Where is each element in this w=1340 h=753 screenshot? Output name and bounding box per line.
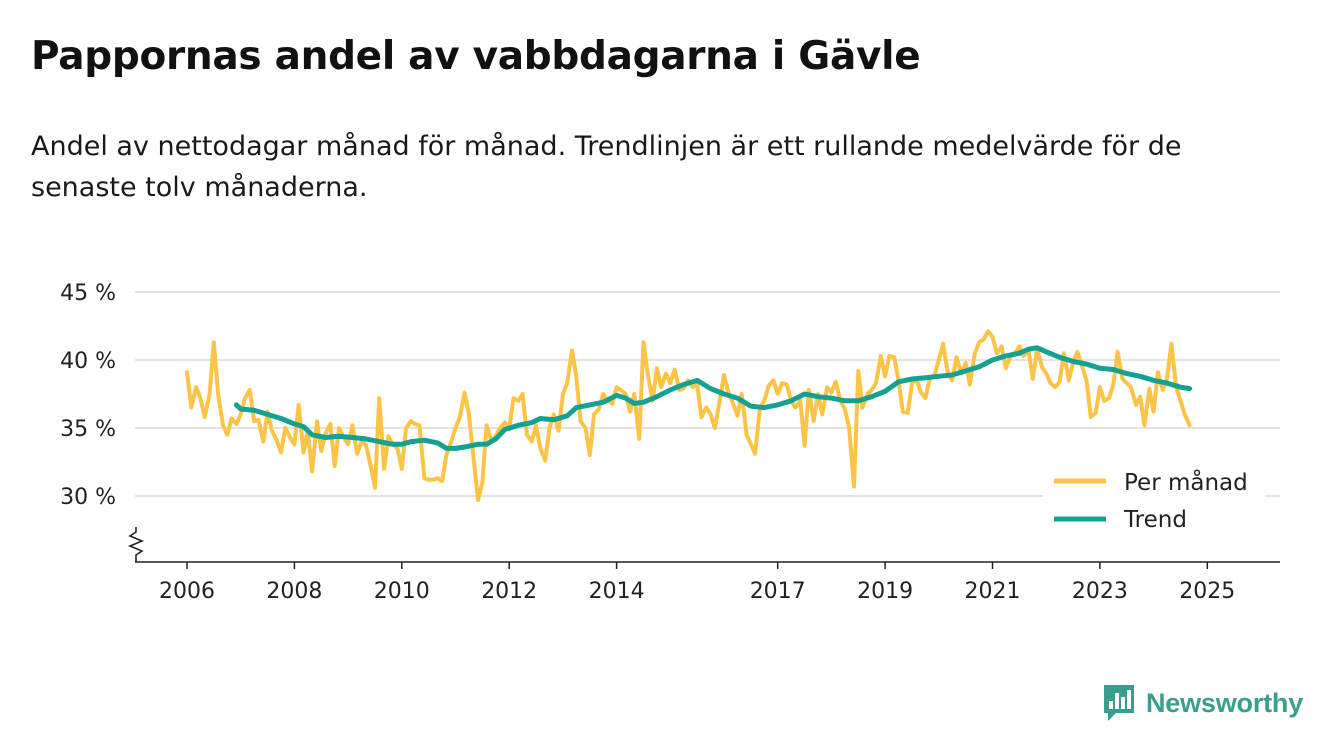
axis-break-icon bbox=[127, 527, 145, 562]
brand-logo[interactable]: Newsworthy bbox=[1102, 683, 1303, 723]
legend-background bbox=[1043, 464, 1265, 538]
chart-title: Pappornas andel av vabbdagarna i Gävle bbox=[31, 34, 921, 79]
x-tick-label-2012: 2012 bbox=[481, 579, 537, 604]
y-tick-label-35: 35 % bbox=[60, 417, 116, 442]
chart-subtitle: Andel av nettodagar månad för månad. Tre… bbox=[31, 131, 1182, 203]
y-tick-label-45: 45 % bbox=[60, 281, 116, 306]
legend-label-per-manad: Per månad bbox=[1124, 468, 1248, 496]
x-tick-label-2006: 2006 bbox=[159, 579, 215, 604]
y-tick-label-40: 40 % bbox=[60, 349, 116, 374]
brand-name: Newsworthy bbox=[1146, 687, 1304, 718]
x-tick-label-2023: 2023 bbox=[1072, 579, 1128, 604]
newsworthy-logo-icon bbox=[1104, 685, 1134, 721]
x-tick-label-2010: 2010 bbox=[374, 579, 430, 604]
x-tick-label-2019: 2019 bbox=[857, 579, 913, 604]
x-tick-label-2021: 2021 bbox=[965, 579, 1021, 604]
y-axis-tick-labels: 30 % 35 % 40 % 45 % bbox=[60, 281, 116, 510]
series-line-per-manad bbox=[185, 329, 1192, 503]
x-tick-label-2025: 2025 bbox=[1179, 579, 1235, 604]
series-line-trend bbox=[233, 345, 1193, 451]
x-axis-tick-labels: 2006 2008 2010 2012 2014 2017 2019 2021 2023 2025 bbox=[159, 562, 1235, 604]
x-axis bbox=[127, 527, 1280, 563]
x-tick-label-2017: 2017 bbox=[750, 579, 806, 604]
y-tick-label-30: 30 % bbox=[60, 485, 116, 510]
legend-label-trend: Trend bbox=[1123, 507, 1187, 533]
x-tick-label-2014: 2014 bbox=[589, 579, 645, 604]
series-lines bbox=[185, 329, 1193, 503]
x-tick-label-2008: 2008 bbox=[266, 579, 322, 604]
legend: Per månad Trend bbox=[1043, 464, 1265, 538]
